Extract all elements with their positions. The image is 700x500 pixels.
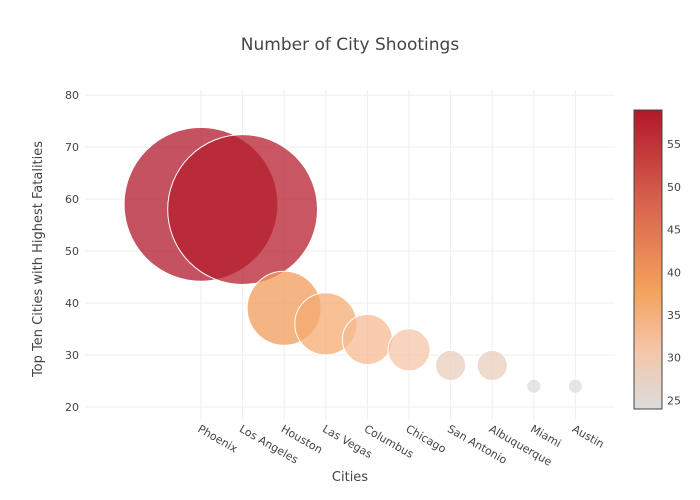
bubble-series (123, 126, 583, 394)
chart-title: Number of City Shootings (241, 35, 460, 55)
colorbar-tick-label: 25 (667, 394, 681, 407)
x-tick-label: Austin (570, 422, 606, 451)
bubble-austin (567, 378, 583, 394)
colorbar-tick-label: 30 (667, 352, 681, 365)
y-tick-label: 60 (65, 193, 79, 206)
colorbar-tick-label: 35 (667, 309, 681, 322)
y-tick-label: 20 (65, 401, 79, 414)
bubble-los-angeles (167, 134, 319, 285)
y-axis-title: Top Ten Cities with Highest Fatalities (31, 141, 46, 378)
bubble-columbus (341, 313, 393, 365)
y-tick-label: 40 (65, 297, 79, 310)
y-tick-label: 70 (65, 141, 79, 154)
bubble-miami (526, 378, 542, 394)
colorbar-ticks: 25 30 35 40 45 50 55 (667, 138, 681, 407)
colorbar-gradient (633, 109, 663, 410)
colorbar: 25 30 35 40 45 50 55 (633, 109, 681, 410)
colorbar-tick-label: 40 (667, 266, 681, 279)
bubble-albuquerque (476, 349, 508, 381)
colorbar-tick-label: 55 (667, 138, 681, 151)
y-tick-label: 30 (65, 349, 79, 362)
y-tick-label: 80 (65, 89, 79, 102)
bubble-chicago (387, 328, 431, 372)
y-tick-label: 50 (65, 245, 79, 258)
y-axis-ticks: 20 30 40 50 60 70 80 (65, 89, 79, 414)
x-tick-label: Phoenix (196, 422, 241, 455)
colorbar-tick-label: 45 (667, 224, 681, 237)
colorbar-tick-label: 50 (667, 181, 681, 194)
x-axis-title: Cities (332, 470, 368, 485)
bubble-san-antonio (435, 349, 467, 381)
